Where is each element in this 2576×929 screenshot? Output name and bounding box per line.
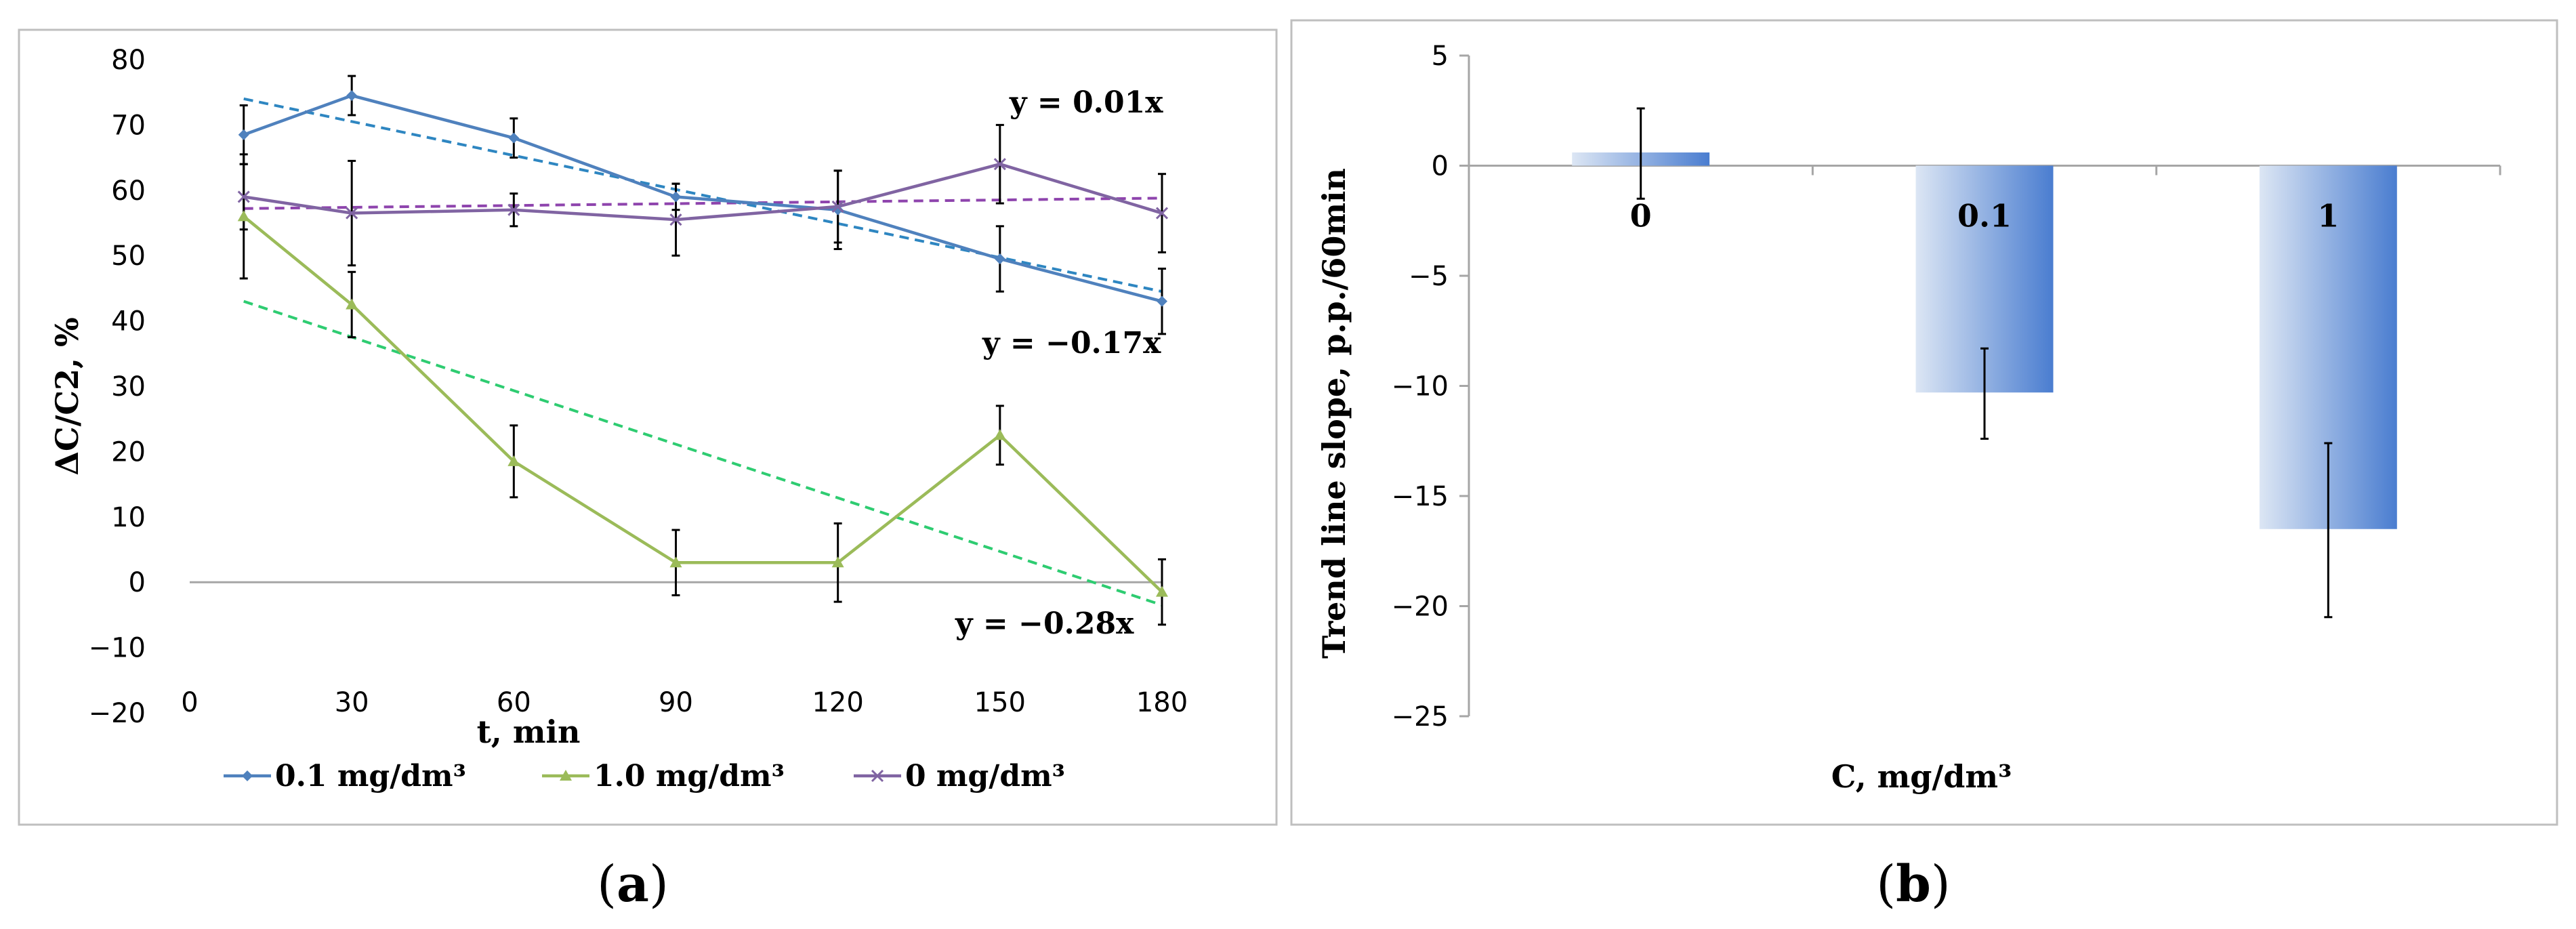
trend-equation-label: y = −0.28x	[955, 606, 1134, 641]
panel-a-y-tick-label: −10	[89, 633, 146, 664]
data-point-stroke	[346, 207, 358, 220]
panel-a-x-tick-label: 0	[181, 687, 198, 718]
data-point-stroke	[831, 200, 844, 213]
panel-a-y-tick-label: 80	[111, 45, 146, 76]
legend-item: 0 mg/dm³	[854, 759, 1065, 793]
data-point	[670, 191, 682, 203]
data-point	[832, 204, 844, 215]
panel-b-error-bars	[1636, 107, 2333, 619]
panel-a-caption: (a)	[597, 855, 669, 913]
trend-line	[243, 97, 1163, 293]
panel-a-x-tick-label: 180	[1136, 687, 1188, 718]
data-point	[237, 190, 250, 203]
data-point-stroke	[669, 213, 682, 226]
panel-a-frame	[18, 28, 1278, 826]
category-label: 0	[1630, 198, 1652, 234]
legend-marker	[871, 769, 884, 783]
data-point	[346, 298, 358, 310]
panel-b-y-tick-label: 0	[1432, 151, 1449, 182]
panel-a-x-tick-label: 120	[812, 687, 863, 718]
panel-a-y-tick-labels: −20 −10 0 10 20 30 40 50 60 70 80	[89, 45, 146, 729]
panel-b-y-tick-label: −5	[1409, 261, 1449, 292]
legend-item: 0.1 mg/dm³	[224, 759, 466, 793]
data-point	[669, 556, 682, 568]
panel-a-y-tick-label: 0	[129, 567, 146, 598]
data-point	[346, 207, 358, 220]
data-point-stroke	[237, 190, 250, 203]
data-point-stroke	[507, 203, 520, 216]
data-point	[993, 158, 1006, 171]
data-point-stroke	[1155, 207, 1169, 220]
panel-a-x-tick-label: 150	[974, 687, 1026, 718]
data-point	[237, 210, 250, 222]
panel-a-trend-lines	[243, 97, 1163, 606]
legend-item: 1.0 mg/dm³	[542, 759, 785, 793]
category-label: 1	[2317, 198, 2339, 234]
data-point	[994, 253, 1005, 265]
panel-a-x-tick-label: 60	[497, 687, 531, 718]
panel-b-y-tick-label: −20	[1392, 592, 1449, 623]
panel-a-markers	[237, 90, 1169, 597]
panel-a-y-tick-label: 40	[111, 306, 146, 337]
trend-equation-label: y = 0.01x	[1009, 85, 1163, 120]
legend-label: 0.1 mg/dm³	[275, 759, 466, 793]
panel-a-y-tick-label: 20	[111, 436, 146, 468]
panel-a-x-tick-label: 30	[335, 687, 369, 718]
panel-b-y-tick-labels: −25 −20 −15 −10 −5 0 5	[1392, 41, 1449, 732]
panel-b-y-tick-label: −10	[1392, 371, 1449, 402]
category-label: 0.1	[1957, 198, 2012, 234]
legend-label: 0 mg/dm³	[905, 759, 1065, 793]
data-point	[669, 213, 682, 226]
data-point-stroke	[993, 158, 1006, 171]
panel-a-legend: 0.1 mg/dm³ 1.0 mg/dm³ 0 mg/dm³	[224, 759, 1065, 793]
panel-a-y-tick-label: −20	[89, 698, 146, 729]
panel-b-y-axis-title: Trend line slope, p.p./60min	[1316, 168, 1352, 659]
panel-a-y-tick-label: 60	[111, 176, 146, 207]
data-point	[508, 132, 520, 144]
panel-a-x-tick-label: 90	[659, 687, 693, 718]
panel-b-bar-chart: −25−20−15−10−505 0 0.1 1 Trend line slope,…	[1290, 19, 2558, 826]
data-point	[1156, 585, 1168, 597]
panel-a-x-axis-title: t, min	[477, 714, 581, 750]
data-point	[831, 556, 844, 568]
data-point	[1157, 295, 1167, 307]
legend-label: 1.0 mg/dm³	[594, 759, 785, 793]
data-point	[507, 203, 520, 216]
panel-b-caption: (b)	[1876, 855, 1951, 913]
panel-a-trend-equations: y = −0.17x y = −0.28x y = 0.01x	[955, 85, 1163, 641]
data-point	[507, 455, 520, 466]
panel-b-y-tick-label: −15	[1392, 481, 1449, 512]
panel-a-caption-letter: a	[617, 855, 649, 913]
panel-a-x-tick-labels: 0 30 60 90 120 150 180	[181, 687, 1188, 718]
data-point	[346, 90, 358, 102]
panel-b-y-tick-label: −25	[1392, 701, 1449, 732]
panel-b-category-labels: 0 0.1 1	[1630, 198, 2340, 234]
legend-marker	[242, 770, 253, 781]
data-point	[831, 200, 844, 213]
legend-marker	[560, 770, 572, 781]
panel-a-line-chart: −20 −10 0 10 20 30 40 50 60 70 80 0 30 60 90 120 150 180…	[18, 28, 1278, 826]
panel-a-y-tick-label: 70	[111, 110, 146, 141]
panel-a-y-tick-label: 10	[111, 502, 146, 533]
data-point	[1155, 207, 1169, 220]
panel-a-y-tick-label: 30	[111, 371, 146, 402]
panel-a-y-tick-label: 50	[111, 241, 146, 272]
panel-b-caption-letter: b	[1896, 855, 1931, 913]
panel-a-y-axis-title: ΔC/C2, %	[49, 317, 85, 475]
panel-b-y-tick-label: 5	[1432, 41, 1449, 72]
data-point	[993, 429, 1006, 440]
trend-line	[243, 197, 1163, 210]
trend-line	[243, 300, 1163, 606]
data-point	[238, 129, 249, 140]
panel-b-x-axis-title: C, mg/dm³	[1831, 758, 2012, 795]
trend-equation-label: y = −0.17x	[982, 326, 1161, 360]
